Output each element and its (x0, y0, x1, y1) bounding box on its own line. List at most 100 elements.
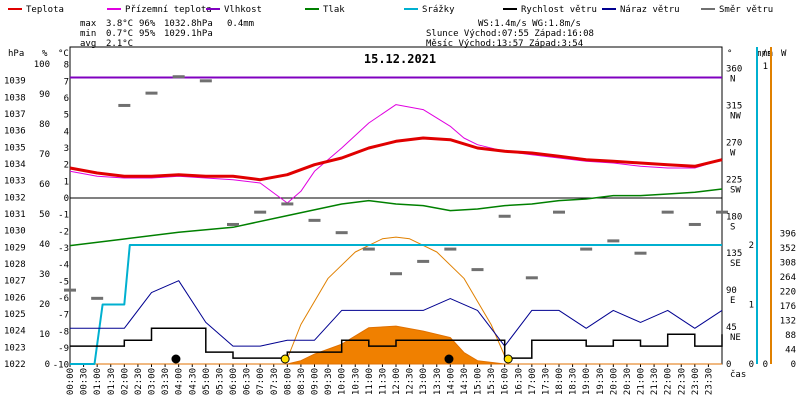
time-label-46: 23:00 (691, 368, 701, 395)
time-label-9: 04:30 (188, 368, 198, 395)
time-label-31: 15:30 (487, 368, 497, 395)
wind-direction-point-5 (199, 79, 212, 83)
dir-tick-7: NE (730, 333, 741, 343)
hpa-tick-3: 1036 (4, 127, 26, 137)
stats-temperature-2: 2.1°C (106, 39, 133, 49)
deg-tick-3: 225 (726, 175, 742, 185)
moonrise-marker (444, 354, 454, 364)
hpa-tick-12: 1027 (4, 277, 26, 287)
hpa-tick-15: 1024 (4, 327, 26, 337)
deg-tick-7: 45 (726, 323, 737, 333)
sunset-marker (503, 354, 513, 364)
wind-direction-point-22 (661, 210, 674, 214)
plot-frame (69, 46, 723, 365)
wind-direction-point-15 (471, 268, 484, 272)
legend-label-1: Přízemní teplota (125, 5, 212, 15)
mm-tick-0: 1 (763, 62, 768, 72)
time-label-1: 00:30 (80, 368, 90, 395)
pct-tick-8: 20 (39, 300, 50, 310)
legend-label-3: Tlak (323, 5, 345, 15)
c-axis-title: °C (58, 49, 69, 59)
time-label-42: 21:00 (637, 368, 647, 395)
hpa-axis-title: hPa (8, 49, 24, 59)
time-label-23: 11:30 (378, 368, 388, 395)
stats-temperature-1: 0.7°C (106, 29, 133, 39)
wind-speed-line (70, 327, 723, 359)
time-label-5: 02:30 (134, 368, 144, 395)
legend-label-6: Náraz větru (620, 5, 680, 15)
wind-direction-point-11 (362, 247, 375, 251)
pct-tick-3: 70 (39, 150, 50, 160)
time-label-32: 16:00 (501, 368, 511, 395)
w-tick-4: 220 (780, 288, 796, 298)
time-label-24: 12:00 (392, 368, 402, 395)
pct-tick-7: 30 (39, 270, 50, 280)
ms-tick-2: 0 (749, 360, 754, 370)
x-axis-title: čas (730, 369, 746, 380)
time-label-29: 14:30 (460, 368, 470, 395)
hpa-tick-14: 1025 (4, 310, 26, 320)
hpa-tick-1: 1038 (4, 93, 26, 103)
wind-direction-point-1 (91, 296, 104, 300)
time-label-6: 03:00 (148, 368, 158, 395)
c-tick-5: 3 (64, 144, 69, 154)
w-tick-3: 264 (780, 273, 796, 283)
c-tick-4: 4 (64, 127, 69, 137)
deg-tick-8: 0 (726, 360, 731, 370)
pct-tick-6: 40 (39, 240, 50, 250)
time-label-18: 09:00 (311, 368, 321, 395)
wind-direction-point-4 (172, 75, 185, 79)
time-label-25: 12:30 (406, 368, 416, 395)
stats-temperature-0: 3.8°C (106, 19, 133, 29)
time-label-34: 17:00 (528, 368, 538, 395)
pct-tick-4: 60 (39, 180, 50, 190)
hpa-tick-9: 1030 (4, 227, 26, 237)
c-tick-15: -7 (58, 311, 69, 321)
wind-direction-point-18 (553, 210, 565, 214)
info-wind: WS:1.4m/s WG:1.8m/s (478, 19, 581, 29)
time-label-17: 08:30 (297, 368, 307, 395)
deg-tick-6: 90 (726, 286, 737, 296)
hpa-tick-5: 1034 (4, 160, 26, 170)
c-tick-7: 1 (64, 177, 69, 187)
w-tick-0: 396 (780, 230, 796, 240)
time-label-11: 05:30 (215, 368, 225, 395)
wind-direction-point-17 (525, 276, 538, 280)
w-tick-8: 44 (785, 346, 796, 356)
time-label-0: 00:00 (66, 368, 76, 395)
time-label-8: 04:00 (175, 368, 185, 395)
time-label-28: 14:00 (446, 368, 456, 395)
c-tick-18: -10 (53, 361, 69, 371)
wind-direction-point-7 (254, 210, 267, 214)
hpa-tick-17: 1022 (4, 360, 26, 370)
w-axis-title: W (781, 49, 787, 59)
wind-direction-point-10 (335, 231, 348, 235)
c-tick-12: -4 (58, 261, 69, 271)
c-tick-0: 8 (64, 61, 69, 71)
time-label-7: 03:30 (161, 368, 171, 395)
deg-tick-2: 270 (726, 138, 742, 148)
time-label-40: 20:00 (609, 368, 619, 395)
c-tick-17: -9 (58, 344, 69, 354)
pct-tick-0: 100 (34, 60, 50, 70)
ground-temperature-line (69, 104, 723, 204)
w-tick-9: 0 (791, 360, 796, 370)
c-tick-13: -5 (58, 277, 69, 287)
dir-tick-1: NW (730, 111, 741, 121)
c-tick-1: 7 (64, 77, 69, 87)
wind-direction-point-0 (64, 288, 76, 292)
time-label-2: 01:00 (93, 368, 103, 395)
w-tick-7: 88 (785, 331, 796, 341)
pct-tick-2: 80 (39, 120, 50, 130)
c-tick-6: 2 (64, 161, 69, 171)
legend-label-5: Rychlost větru (521, 5, 597, 15)
time-label-19: 09:30 (324, 368, 334, 395)
time-label-3: 01:30 (107, 368, 117, 395)
c-tick-14: -6 (58, 294, 69, 304)
wind-direction-point-9 (308, 218, 321, 222)
wind-direction-point-21 (634, 251, 647, 255)
wind-direction-point-12 (390, 272, 402, 276)
wind-gust-line (70, 280, 723, 347)
legend-label-2: Vlhkost (224, 5, 262, 15)
